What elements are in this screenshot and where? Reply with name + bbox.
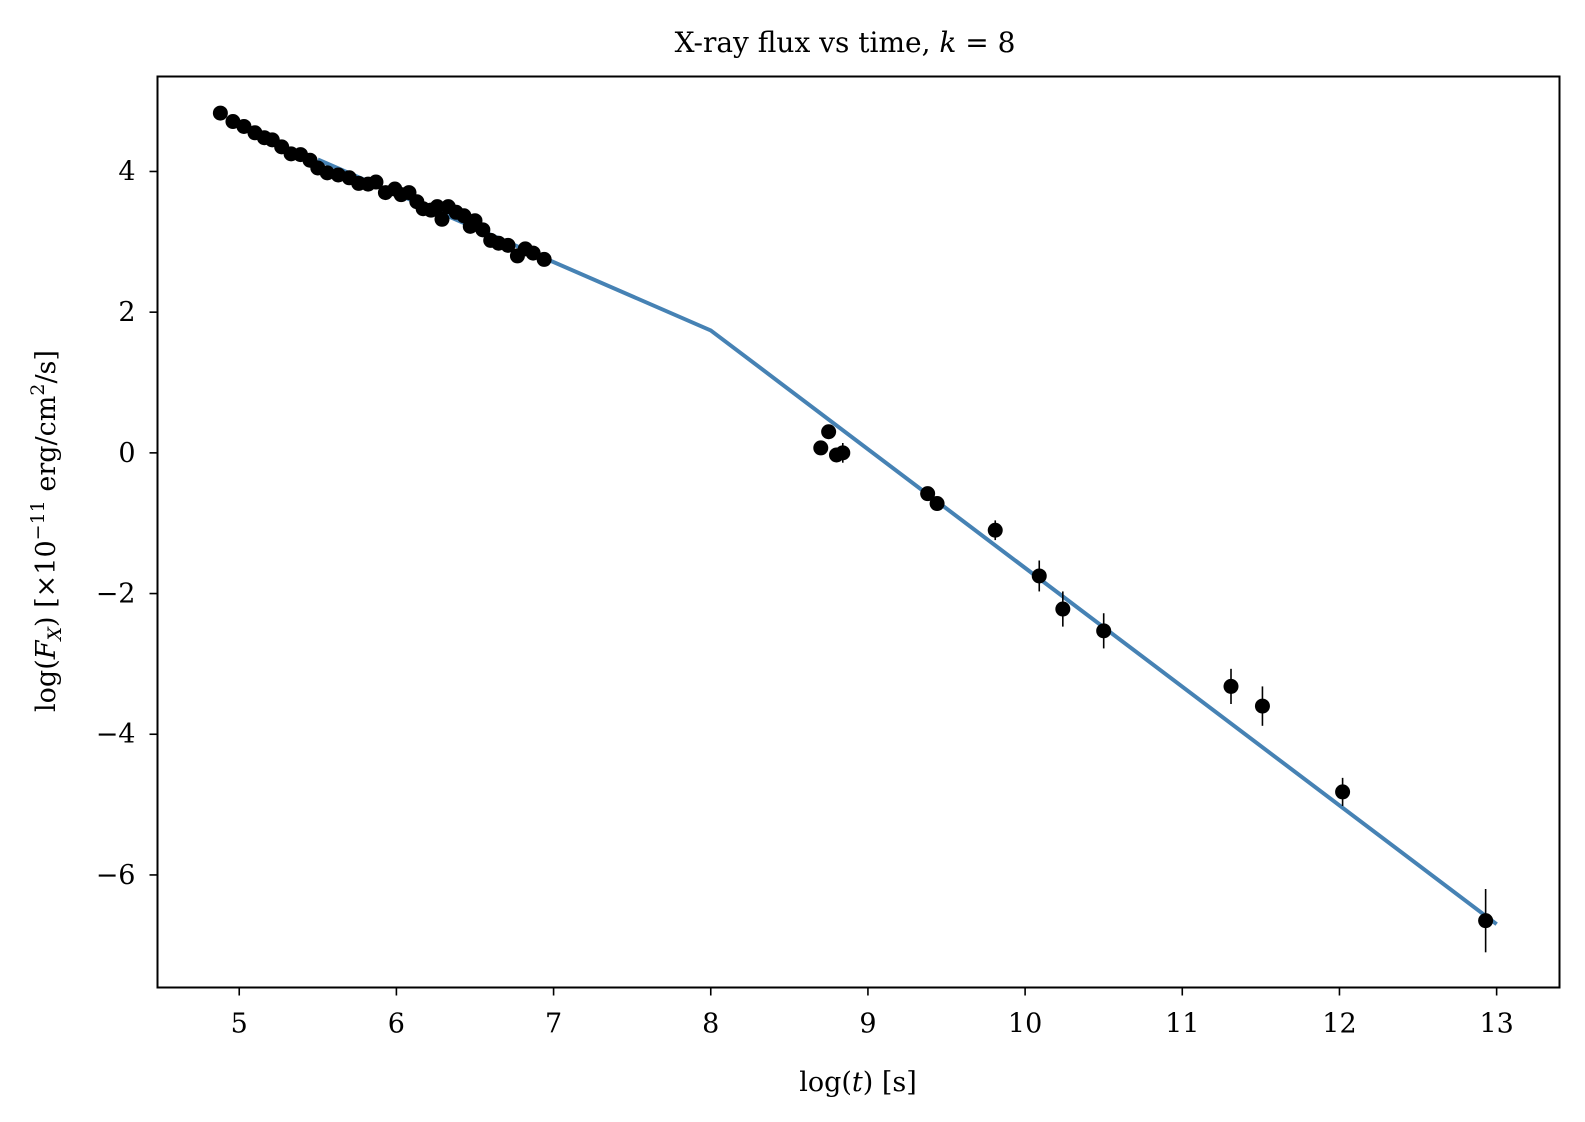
data-point	[368, 174, 384, 190]
data-point	[1096, 623, 1112, 639]
y-axis-label-pre: log(	[31, 659, 62, 712]
data-point	[500, 237, 516, 253]
data-point	[1223, 678, 1239, 694]
chart-title-suffix: = 8	[956, 26, 1015, 59]
x-axis-label-var: t	[852, 1067, 863, 1098]
data-point	[1335, 784, 1351, 800]
y-tick-label: 0	[118, 438, 135, 469]
x-axis-label: log(t) [s]	[799, 1067, 917, 1098]
chart-title-var: k	[939, 26, 956, 59]
data-point	[236, 118, 252, 134]
data-point	[835, 445, 851, 461]
data-point	[212, 105, 228, 121]
plot-area	[212, 105, 1498, 953]
y-tick-label: −4	[96, 719, 136, 750]
data-point	[821, 424, 837, 440]
data-point	[1055, 601, 1071, 617]
plot-frame	[156, 75, 1561, 989]
data-point	[1031, 568, 1047, 584]
data-point	[475, 222, 491, 238]
data-point	[525, 245, 541, 261]
x-tick-label: 13	[1479, 1009, 1513, 1040]
model-line	[317, 157, 1498, 926]
y-axis: −6 −4 −2 0 2 4	[96, 156, 158, 891]
x-tick-label: 7	[545, 1009, 562, 1040]
data-point	[1478, 913, 1494, 929]
x-tick-label: 6	[388, 1009, 405, 1040]
y-tick-label: −6	[96, 860, 136, 891]
chart-title-prefix: X-ray flux vs time,	[675, 26, 940, 59]
data-point	[987, 522, 1003, 538]
data-point	[929, 496, 945, 512]
chart-title: X-ray flux vs time, k = 8	[675, 26, 1016, 59]
y-tick-label: 2	[118, 297, 135, 328]
data-point	[920, 486, 936, 502]
data-point	[429, 199, 445, 215]
y-axis-label-mid: ) [×10	[31, 540, 62, 627]
x-tick-label: 8	[702, 1009, 719, 1040]
y-axis-label-sub: X	[44, 626, 66, 643]
y-axis-label-post: /s]	[31, 350, 62, 384]
x-axis: 5 6 7 8 9 10 11 12 13	[231, 987, 1514, 1040]
y-axis-label-sup1: −11	[27, 500, 49, 540]
data-point	[813, 440, 829, 456]
y-tick-label: 4	[118, 156, 135, 187]
x-axis-label-prefix: log(	[799, 1067, 852, 1098]
data-point	[434, 211, 450, 227]
x-tick-label: 11	[1165, 1009, 1199, 1040]
y-tick-label: −2	[96, 579, 136, 610]
y-axis-label: log(FX) [×10−11 erg/cm2/s]	[27, 350, 66, 712]
x-tick-label: 9	[859, 1009, 876, 1040]
x-tick-label: 10	[1008, 1009, 1042, 1040]
y-axis-label-var: F	[31, 639, 62, 660]
data-point	[536, 251, 552, 267]
y-axis-label-mid2: erg/cm	[31, 396, 62, 501]
x-tick-label: 12	[1322, 1009, 1356, 1040]
data-point	[1254, 698, 1270, 714]
y-axis-label-sup2: 2	[27, 384, 49, 396]
x-tick-label: 5	[231, 1009, 248, 1040]
x-axis-label-suffix: ) [s]	[863, 1067, 917, 1098]
